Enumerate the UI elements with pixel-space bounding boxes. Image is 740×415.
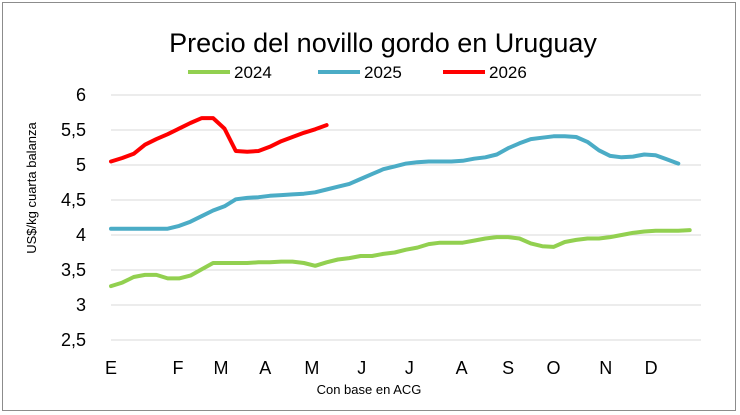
x-tick-label: F <box>172 358 183 378</box>
series-line-2026 <box>109 116 329 164</box>
legend-label-2026: 2026 <box>489 63 527 82</box>
x-tick-label: E <box>105 358 117 378</box>
y-tick-label: 6 <box>76 85 86 105</box>
legend-label-2024: 2024 <box>234 63 272 82</box>
y-tick-label: 5 <box>76 155 86 175</box>
y-axis-ticks: 6 5,5 5 4,5 4 3,5 3 2,5 <box>61 85 86 350</box>
x-axis-label: Con base en ACG <box>317 382 422 397</box>
y-tick-label: 4 <box>76 225 86 245</box>
legend: 2024 2025 2026 <box>188 63 527 82</box>
legend-label-2025: 2025 <box>364 63 402 82</box>
x-tick-label: N <box>599 358 612 378</box>
x-tick-label: J <box>405 358 414 378</box>
y-axis-label: US$/kg cuarta balanza <box>24 121 39 253</box>
y-tick-label: 5,5 <box>61 120 86 140</box>
series-line-2024 <box>109 228 692 289</box>
x-tick-label: S <box>502 358 514 378</box>
series-lines <box>109 116 692 289</box>
y-tick-label: 2,5 <box>61 330 86 350</box>
chart-title: Precio del novillo gordo en Uruguay <box>169 28 597 58</box>
y-tick-label: 3 <box>76 295 86 315</box>
x-tick-label: D <box>645 358 658 378</box>
y-tick-label: 4,5 <box>61 190 86 210</box>
x-tick-label: O <box>546 358 560 378</box>
series-line-2025 <box>109 134 681 231</box>
x-tick-label: A <box>259 358 271 378</box>
x-tick-label: M <box>214 358 229 378</box>
x-tick-label: J <box>357 358 366 378</box>
y-tick-label: 3,5 <box>61 260 86 280</box>
x-tick-label: M <box>304 358 319 378</box>
chart-frame <box>2 2 736 411</box>
x-tick-label: A <box>456 358 468 378</box>
